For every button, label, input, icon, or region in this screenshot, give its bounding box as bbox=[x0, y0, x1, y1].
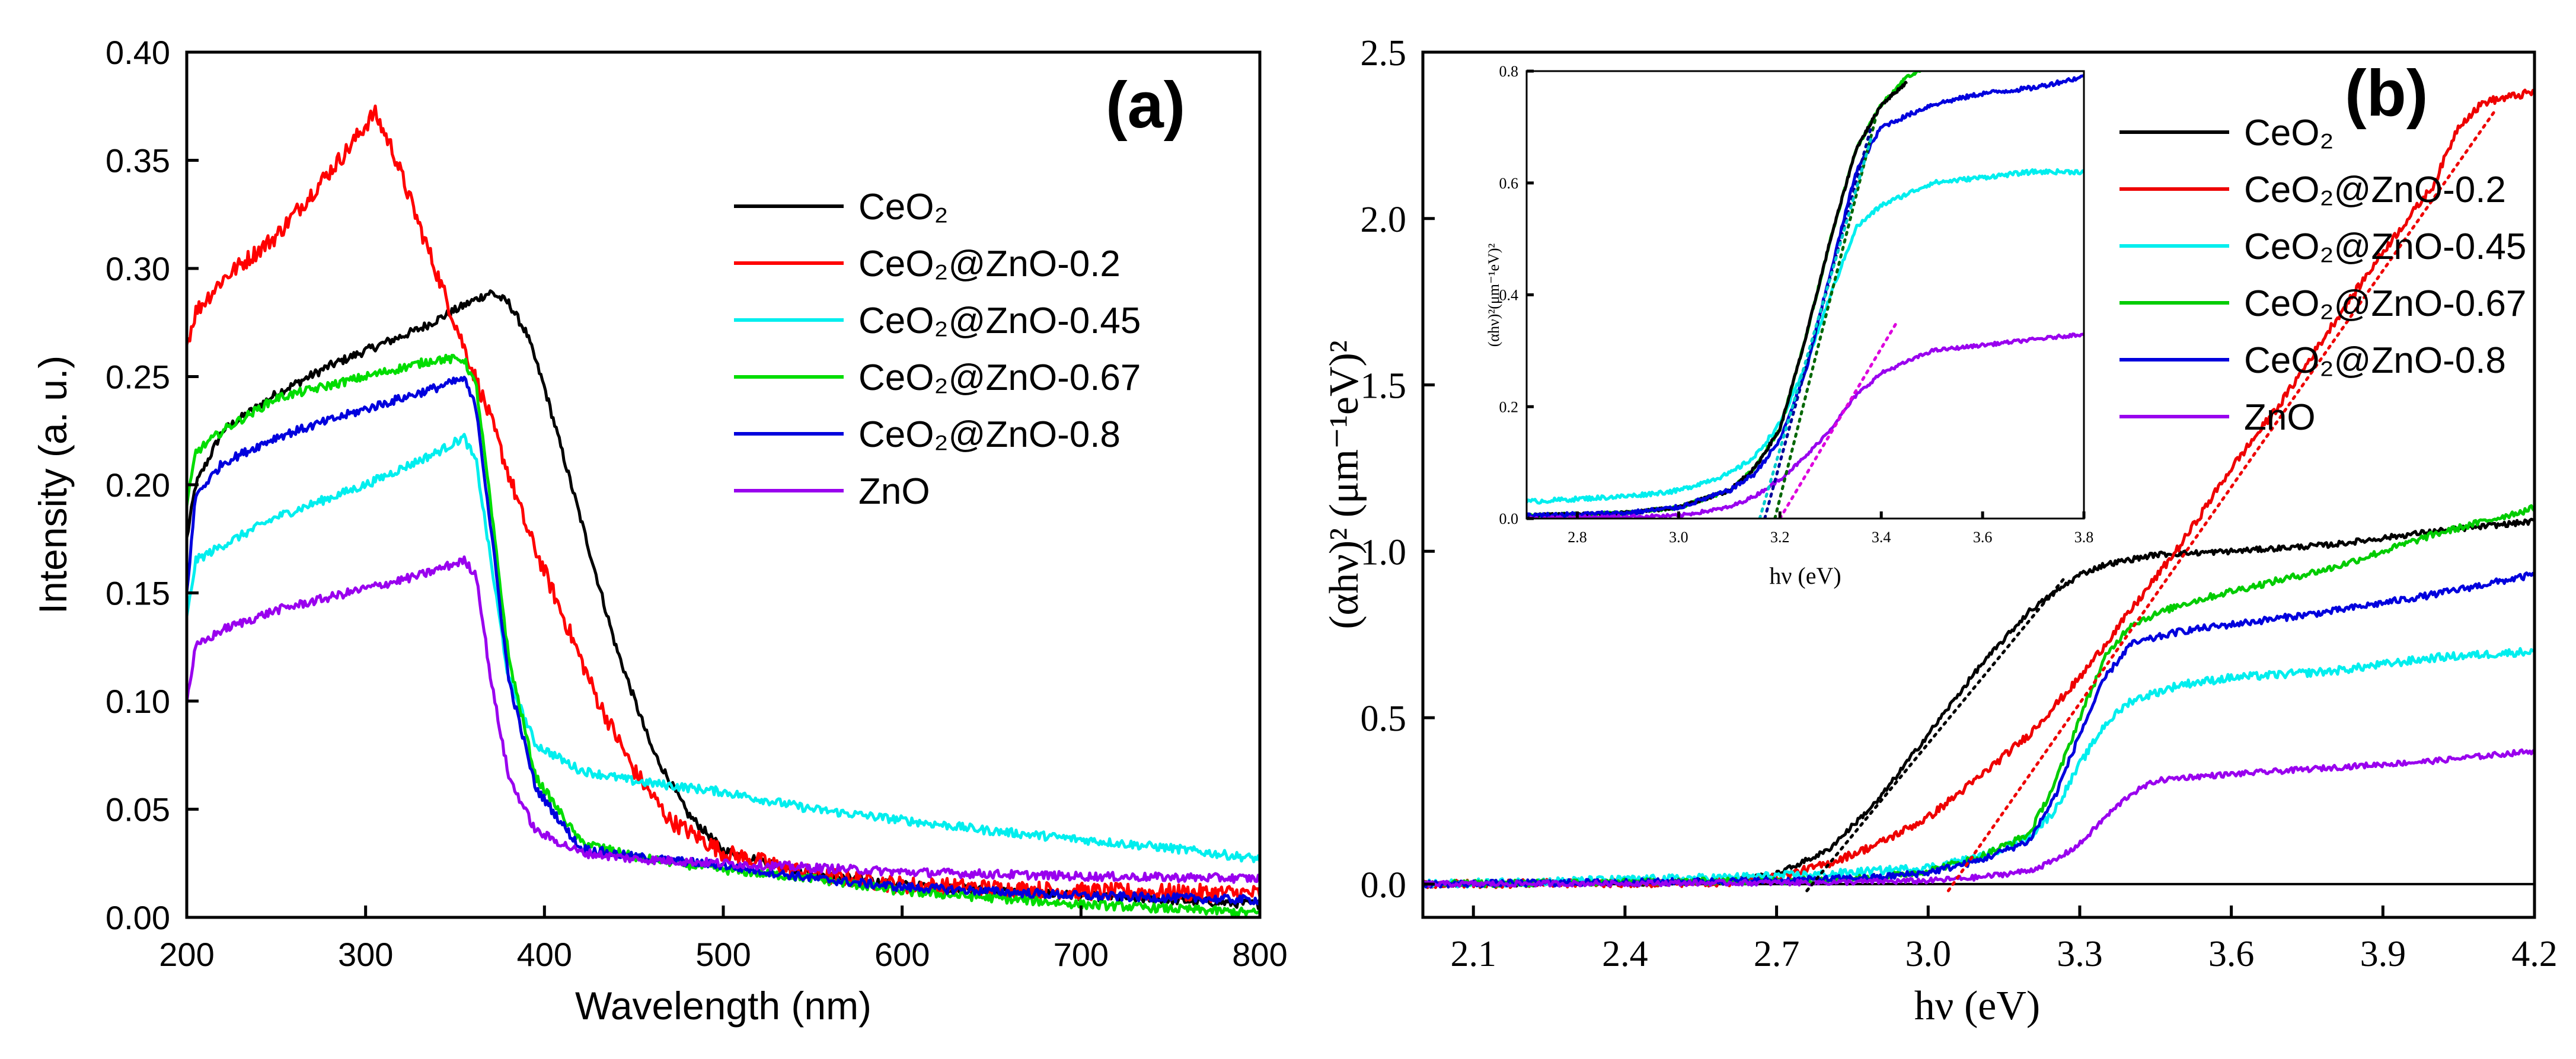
y-tick-label: 0.15 bbox=[106, 575, 170, 612]
legend-entry: ZnO bbox=[858, 471, 930, 512]
panel-b-legend: CeO₂ CeO₂@ZnO-0.2 CeO₂@ZnO-0.45 CeO₂@ZnO-0.… bbox=[2119, 113, 2526, 438]
y-tick-label: 1.0 bbox=[1361, 532, 1407, 572]
legend-entry: CeO₂ bbox=[858, 187, 949, 228]
x-tick-label: 3.8 bbox=[2074, 529, 2094, 546]
series-line-ceo-zno-0-67 bbox=[1423, 504, 2534, 888]
panel-b: 2.1 2.4 2.7 3.0 3.3 3.6 3.9 4.2 0.0 0.5 1.0 1.5 2.0 2… bbox=[1321, 33, 2558, 1029]
y-tick-label: 0.2 bbox=[1499, 398, 1519, 415]
panel-b-label: (b) bbox=[2345, 57, 2428, 130]
panel-a-legend: CeO₂ CeO₂@ZnO-0.2 CeO₂@ZnO-0.45 CeO₂@ZnO-0.… bbox=[734, 187, 1141, 512]
y-tick-label: 0.20 bbox=[106, 466, 170, 504]
tangent-fit-line-2 bbox=[1758, 136, 1873, 519]
y-tick-label: 2.0 bbox=[1361, 200, 1407, 240]
panel-a-label: (a) bbox=[1106, 69, 1185, 142]
x-tick-label: 3.4 bbox=[1872, 529, 1891, 546]
panel-a-axes-frame bbox=[185, 50, 1262, 919]
x-tick-label: 700 bbox=[1054, 936, 1109, 973]
y-tick-label: 0.8 bbox=[1499, 63, 1519, 80]
series-line-ceo-zno-0-8 bbox=[1423, 571, 2534, 889]
x-tick-label: 3.9 bbox=[2360, 934, 2406, 974]
y-tick-label: 1.5 bbox=[1361, 366, 1407, 407]
x-tick-label: 800 bbox=[1232, 936, 1287, 973]
panel-b-ticks: 2.1 2.4 2.7 3.0 3.3 3.6 3.9 4.2 0.0 0.5 1.0 1.5 2.0 2… bbox=[1361, 33, 2558, 974]
x-tick-label: 2.4 bbox=[1602, 934, 1648, 974]
y-tick-label: 0.00 bbox=[106, 899, 170, 936]
series-line-ceo-zno-0-8 bbox=[187, 375, 1260, 906]
x-tick-label: 3.6 bbox=[1973, 529, 1993, 546]
y-tick-label: 0.10 bbox=[106, 683, 170, 720]
series-line-ceo- bbox=[187, 289, 1260, 910]
tangent-fit-line-1 bbox=[1946, 110, 2496, 892]
legend-entry: CeO₂@ZnO-0.2 bbox=[858, 244, 1121, 284]
panel-a-x-axis-label: Wavelength (nm) bbox=[575, 984, 872, 1028]
inset-background bbox=[1527, 71, 2084, 519]
x-tick-label: 3.6 bbox=[2208, 934, 2255, 974]
legend-entry: CeO₂@ZnO-0.67 bbox=[2244, 283, 2526, 324]
series-line-ceo-zno-0-2 bbox=[187, 104, 1260, 903]
legend-entry: CeO₂ bbox=[2244, 113, 2334, 153]
y-tick-label: 0.40 bbox=[106, 34, 170, 71]
y-tick-label: 0.4 bbox=[1499, 287, 1519, 304]
x-tick-label: 2.7 bbox=[1754, 934, 1800, 974]
inset-ticks: 2.8 3.0 3.2 3.4 3.6 3.8 0.0 0.2 0.4 0.6 0.8 bbox=[1499, 63, 2094, 546]
x-tick-label: 3.0 bbox=[1905, 934, 1952, 974]
tangent-fit-line-3 bbox=[1778, 321, 1898, 519]
y-tick-label: 0.35 bbox=[106, 142, 170, 180]
series-line-zno bbox=[1423, 748, 2534, 888]
x-tick-label: 2.1 bbox=[1450, 934, 1496, 974]
panel-b-y-axis-label: (αhν)² (μm⁻¹eV)² bbox=[1321, 340, 1367, 629]
series-line-ceo-zno-0-67 bbox=[187, 354, 1260, 917]
tangent-fit-line-1 bbox=[1763, 125, 1873, 519]
panel-a: 200 300 400 500 600 700 800 0.00 0.05 0.10 0.15 0.2… bbox=[31, 34, 1288, 1028]
inset-plot-area bbox=[1527, 71, 2084, 519]
legend-entry: CeO₂@ZnO-0.67 bbox=[858, 357, 1141, 398]
x-tick-label: 600 bbox=[874, 936, 930, 973]
legend-entry: CeO₂@ZnO-0.45 bbox=[858, 300, 1141, 341]
x-tick-label: 2.8 bbox=[1568, 529, 1587, 546]
panel-b-inset: 2.8 3.0 3.2 3.4 3.6 3.8 0.0 0.2 0.4 0.6 0.8 hν (eV… bbox=[1485, 63, 2093, 589]
series-line-inset-3 bbox=[1527, 73, 2084, 519]
y-tick-label: 0.0 bbox=[1361, 865, 1407, 906]
x-tick-label: 3.0 bbox=[1669, 529, 1688, 546]
series-line-ceo- bbox=[1423, 517, 2534, 888]
y-tick-label: 0.05 bbox=[106, 791, 170, 828]
x-tick-label: 3.3 bbox=[2057, 934, 2103, 974]
x-tick-label: 4.2 bbox=[2511, 934, 2558, 974]
x-tick-label: 500 bbox=[695, 936, 751, 973]
panel-b-x-axis-label: hν (eV) bbox=[1914, 983, 2040, 1029]
legend-entry: CeO₂@ZnO-0.8 bbox=[2244, 340, 2506, 381]
series-line-inset-4 bbox=[1527, 332, 2084, 519]
inset-y-axis-label: (αhν)²(μm⁻¹eV)² bbox=[1485, 244, 1502, 347]
legend-entry: CeO₂@ZnO-0.45 bbox=[2244, 226, 2526, 267]
legend-entry: ZnO bbox=[2244, 397, 2316, 438]
y-tick-label: 2.5 bbox=[1361, 33, 1407, 73]
inset-x-axis-label: hν (eV) bbox=[1769, 562, 1841, 589]
x-tick-label: 400 bbox=[517, 936, 572, 973]
panel-a-ticks: 200 300 400 500 600 700 800 0.00 0.05 0.10 0.15 0.2… bbox=[106, 34, 1288, 973]
y-tick-label: 0.25 bbox=[106, 359, 170, 396]
series-line-ceo-zno-0-45 bbox=[187, 433, 1260, 863]
x-tick-label: 200 bbox=[159, 936, 214, 973]
legend-entry: CeO₂@ZnO-0.8 bbox=[858, 414, 1121, 455]
y-tick-label: 0.30 bbox=[106, 250, 170, 287]
x-tick-label: 300 bbox=[338, 936, 393, 973]
panel-a-plot-area bbox=[187, 104, 1260, 917]
panel-b-plot-area bbox=[1423, 88, 2534, 892]
y-tick-label: 0.6 bbox=[1499, 175, 1519, 192]
panel-b-axes-frame bbox=[1421, 50, 2536, 919]
y-tick-label: 0.5 bbox=[1361, 699, 1407, 739]
tangent-fit-line-0 bbox=[1805, 576, 2066, 892]
panel-a-y-axis-label: Intensity (a. u.) bbox=[31, 356, 75, 615]
legend-entry: CeO₂@ZnO-0.2 bbox=[2244, 169, 2506, 210]
x-tick-label: 3.2 bbox=[1770, 529, 1790, 546]
tangent-fit-line-0 bbox=[1773, 114, 1878, 519]
series-line-zno bbox=[187, 555, 1260, 884]
y-tick-label: 0.0 bbox=[1499, 510, 1519, 527]
